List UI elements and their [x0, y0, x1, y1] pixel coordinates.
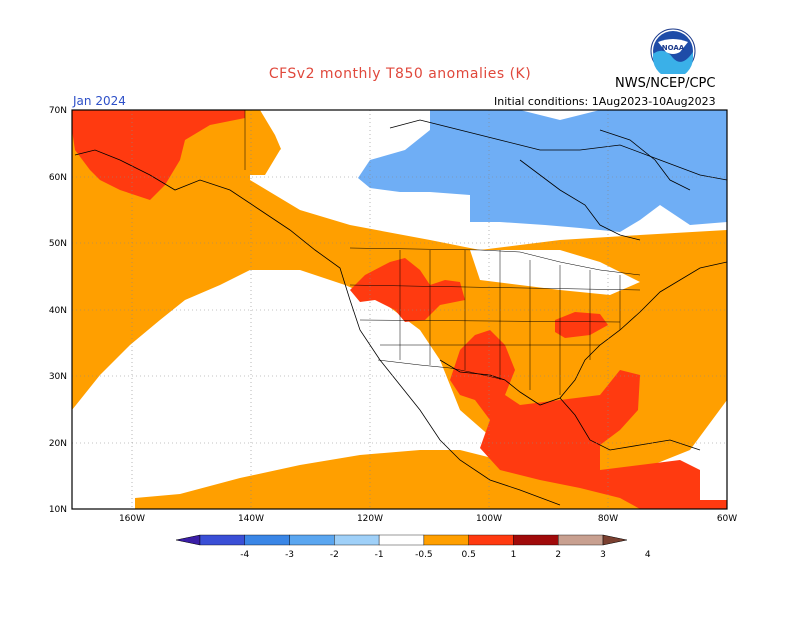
colorbar-swatch [334, 534, 380, 546]
initial-conditions: Initial conditions: 1Aug2023-10Aug2023 [494, 95, 716, 108]
lat-label: 10N [49, 505, 67, 515]
colorbar-swatch [513, 534, 559, 546]
colorbar-arrow-left [175, 534, 201, 546]
colorbar-swatch [244, 534, 290, 546]
lat-label: 50N [49, 239, 67, 249]
colorbar-tick-label: 0.5 [462, 550, 476, 560]
lat-label: 30N [49, 372, 67, 382]
lon-label: 100W [476, 514, 502, 524]
graticule [72, 110, 727, 509]
lon-label: 140W [238, 514, 264, 524]
colorbar-swatch [199, 534, 245, 546]
lat-label: 40N [49, 306, 67, 316]
colorbar-tick-label: -1 [375, 550, 384, 560]
map-frame [71, 109, 728, 510]
colorbar-swatch [289, 534, 335, 546]
lat-label: 70N [49, 106, 67, 116]
chart-title: CFSv2 monthly T850 anomalies (K) [268, 66, 532, 82]
lat-label: 60N [49, 173, 67, 183]
anomaly-region-neg05-1 [358, 110, 727, 232]
political-borders [244, 110, 641, 395]
lon-label: 160W [119, 514, 145, 524]
lat-label: 20N [49, 439, 67, 449]
lon-label: 80W [598, 514, 618, 524]
longitude-labels: 160W 140W 120W 100W 80W 60W [119, 514, 737, 524]
colorbar: -4 -3 -2 -1 -0.5 0.5 1 2 3 4 [175, 534, 651, 560]
latitude-labels: 70N 60N 50N 40N 30N 20N 10N [49, 106, 67, 515]
colorbar-tick-label: 1 [511, 550, 517, 560]
lon-label: 60W [717, 514, 737, 524]
colorbar-swatch [558, 534, 604, 546]
lon-label: 120W [357, 514, 383, 524]
colorbar-swatch [468, 534, 514, 546]
colorbar-tick-label: -3 [285, 550, 294, 560]
colorbar-tick-label: -2 [330, 550, 339, 560]
colorbar-tick-label: -0.5 [415, 550, 433, 560]
valid-month: Jan 2024 [73, 94, 126, 108]
colorbar-tick-label: 4 [645, 550, 651, 560]
anomaly-region-1-2 [72, 110, 727, 509]
coastlines [74, 119, 728, 506]
colorbar-tick-label: 3 [600, 550, 606, 560]
noaa-logo-icon: NOAA [650, 28, 696, 74]
colorbar-swatch [423, 534, 469, 546]
colorbar-tick-label: 2 [555, 550, 561, 560]
agency-label: NWS/NCEP/CPC [615, 76, 716, 91]
colorbar-swatch [378, 534, 425, 546]
svg-text:NOAA: NOAA [662, 44, 685, 52]
colorbar-tick-label: -4 [240, 550, 249, 560]
colorbar-arrow-right [602, 534, 628, 546]
map-plot-area [71, 109, 728, 510]
